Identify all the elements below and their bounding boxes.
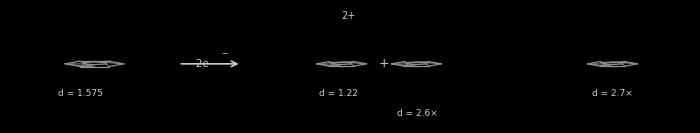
Text: d = 2.7×: d = 2.7×	[592, 89, 632, 98]
Text: d = 1.22: d = 1.22	[319, 89, 358, 98]
Text: d = 2.6×: d = 2.6×	[397, 109, 438, 118]
Text: −: −	[221, 49, 228, 58]
Text: d = 1.575: d = 1.575	[58, 89, 103, 98]
Text: +: +	[378, 57, 389, 70]
Text: 2+: 2+	[342, 11, 356, 21]
Text: −2e: −2e	[188, 59, 209, 69]
